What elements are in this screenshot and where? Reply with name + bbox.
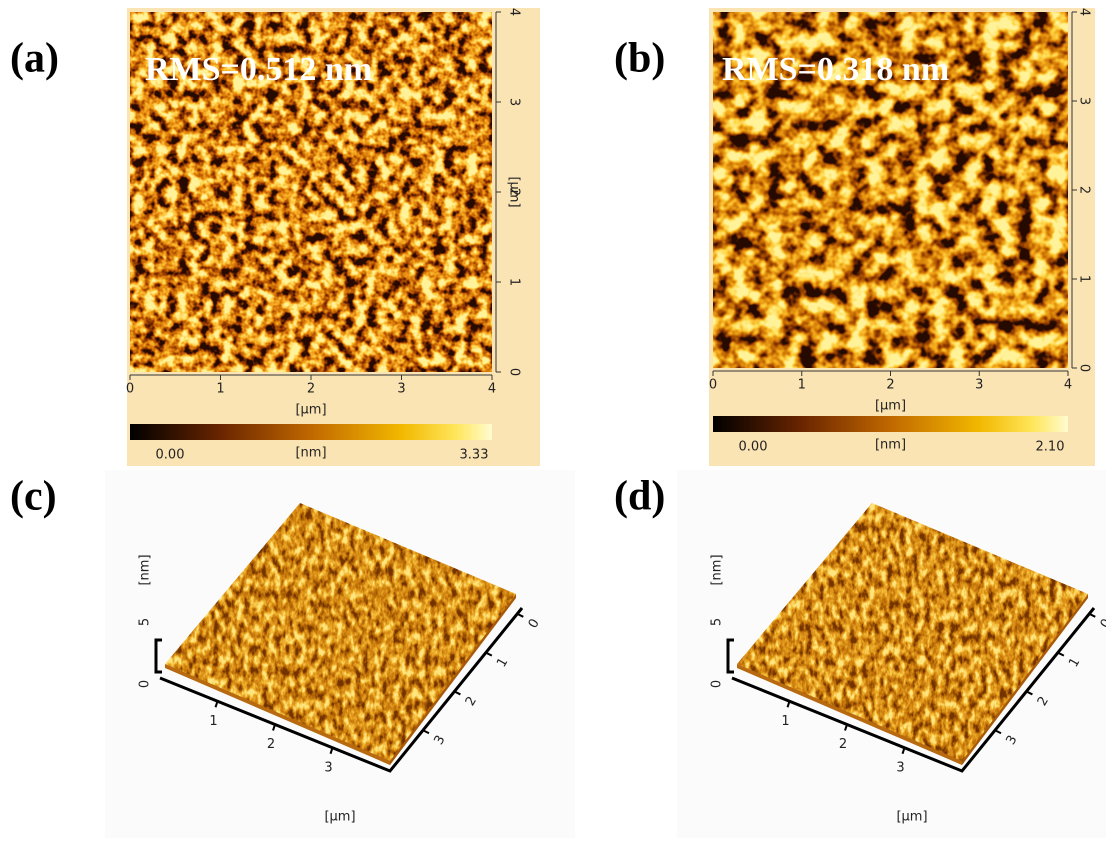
x-tick-label: 3 bbox=[397, 382, 405, 397]
z-tick-label: 5 bbox=[138, 618, 153, 626]
z-unit: [nm] bbox=[710, 554, 725, 585]
z-tick-label: 5 bbox=[710, 618, 725, 626]
colorbar-min: 0.00 bbox=[739, 440, 768, 455]
rms-value: RMS=0.318 nm bbox=[722, 51, 949, 88]
surface-edge bbox=[962, 594, 1088, 765]
x-tick-label: 2 bbox=[307, 382, 315, 397]
x-tick-label: 1 bbox=[798, 378, 806, 393]
y-tick-label: 0 bbox=[1098, 616, 1106, 631]
panel-label: (c) bbox=[10, 474, 57, 520]
colorbar-unit: [nm] bbox=[295, 446, 326, 461]
panel-label: (b) bbox=[614, 36, 665, 82]
x-unit: [µm] bbox=[896, 810, 927, 825]
y-tick bbox=[422, 729, 430, 735]
x-tick-label: 3 bbox=[896, 760, 904, 775]
rms-value: RMS=0.512 nm bbox=[145, 51, 372, 88]
panel-label: (a) bbox=[10, 36, 59, 82]
x-unit: [µm] bbox=[295, 403, 326, 418]
y-tick bbox=[516, 612, 524, 618]
x-tick bbox=[272, 724, 276, 731]
y-tick-label: 3 bbox=[507, 98, 522, 106]
y-tick-label: 4 bbox=[507, 8, 522, 16]
z-tick-label: 0 bbox=[710, 680, 725, 688]
y-tick-label: 1 bbox=[1077, 275, 1092, 283]
colorbar-max: 3.33 bbox=[460, 448, 489, 463]
x-tick-label: 3 bbox=[975, 378, 983, 393]
y-tick-label: 0 bbox=[507, 368, 522, 376]
y-tick bbox=[994, 729, 1002, 735]
y-tick-label: 2 bbox=[507, 188, 522, 196]
surface-edge bbox=[165, 664, 390, 765]
axis-line bbox=[731, 607, 1096, 773]
y-tick bbox=[453, 690, 461, 696]
x-tick bbox=[901, 747, 906, 755]
z-tick-label: 0 bbox=[138, 680, 153, 688]
x-tick-label: 2 bbox=[886, 378, 894, 393]
x-tick-label: 1 bbox=[216, 382, 224, 397]
y-tick-label: 4 bbox=[1077, 8, 1092, 16]
x-tick bbox=[214, 700, 219, 708]
y-tick-label: 1 bbox=[507, 278, 522, 286]
y-tick bbox=[1057, 651, 1065, 657]
z-axis-bracket bbox=[726, 638, 734, 674]
colorbar-min: 0.00 bbox=[156, 448, 185, 463]
y-unit: [µm] bbox=[507, 176, 522, 207]
panel-label: (d) bbox=[614, 474, 665, 520]
x-tick bbox=[329, 747, 334, 755]
x-unit: [µm] bbox=[875, 399, 906, 414]
y-tick bbox=[1088, 612, 1096, 618]
surface-edge bbox=[390, 594, 516, 765]
x-tick-label: 0 bbox=[126, 382, 134, 397]
x-tick bbox=[844, 724, 848, 731]
y-tick-label: 0 bbox=[1077, 364, 1092, 372]
x-tick-label: 2 bbox=[839, 737, 847, 752]
surface-edge bbox=[737, 664, 962, 765]
x-tick-label: 1 bbox=[209, 714, 217, 729]
afm-height-map bbox=[130, 12, 492, 372]
colorbar bbox=[713, 416, 1068, 432]
x-tick-label: 4 bbox=[488, 382, 496, 397]
x-tick-label: 2 bbox=[267, 737, 275, 752]
colorbar bbox=[130, 424, 492, 440]
x-tick bbox=[786, 700, 791, 708]
afm-height-map bbox=[713, 12, 1068, 368]
x-tick-label: 1 bbox=[781, 714, 789, 729]
x-tick-label: 0 bbox=[709, 378, 717, 393]
z-unit: [nm] bbox=[138, 554, 153, 585]
y-tick-label: 3 bbox=[1077, 97, 1092, 105]
y-tick bbox=[485, 651, 493, 657]
x-tick-label: 3 bbox=[324, 760, 332, 775]
x-tick-label: 4 bbox=[1064, 378, 1072, 393]
axis-line bbox=[159, 607, 524, 773]
x-unit: [µm] bbox=[324, 810, 355, 825]
colorbar-unit: [nm] bbox=[875, 438, 906, 453]
y-tick-label: 2 bbox=[1077, 186, 1092, 194]
colorbar-max: 2.10 bbox=[1036, 440, 1065, 455]
y-tick bbox=[1025, 690, 1033, 696]
z-axis-bracket bbox=[154, 638, 162, 674]
